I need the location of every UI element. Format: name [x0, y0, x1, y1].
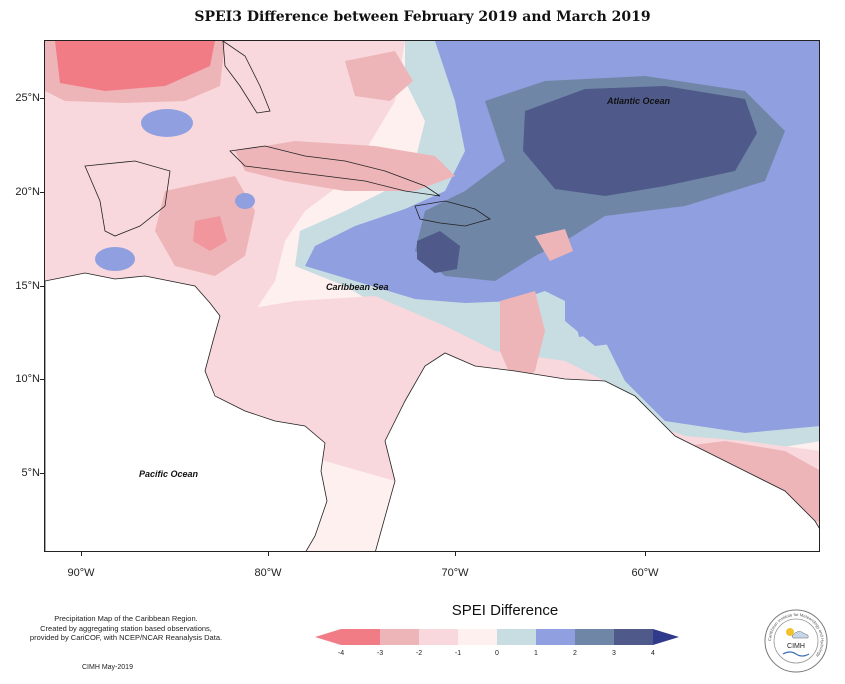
caribbean-sea-label: Caribbean Sea [326, 282, 389, 292]
spei-zone-3-4 [523, 86, 757, 196]
legend-title: SPEI Difference [451, 602, 559, 619]
lat-label-25: 25°N [15, 92, 40, 104]
pacific-ocean-label: Pacific Ocean [139, 469, 199, 479]
legend-tick-label: -3 [376, 650, 384, 657]
spei-zone-neg-islands [500, 291, 545, 386]
land-south-america [375, 352, 819, 551]
lat-tick-5 [40, 473, 44, 474]
legend-arrow-right [653, 629, 679, 645]
legend-colorbar [315, 629, 679, 645]
lat-tick-15 [40, 286, 44, 287]
credit-line-3: provided by CariCOF, with NCEP/NCAR Rean… [29, 633, 223, 642]
lat-label-20: 20°N [15, 186, 40, 198]
spei-zone-neg-cuba [235, 141, 455, 191]
map-title: SPEI3 Difference between February 2019 a… [194, 9, 651, 25]
spei-zone-pos-lesser [573, 303, 605, 337]
legend-tick-label: 0 [495, 650, 499, 657]
lat-tick-20 [40, 192, 44, 193]
map-credits: Precipitation Map of the Caribbean Regio… [6, 614, 246, 643]
cloud-icon [791, 631, 809, 639]
lat-tick-10 [40, 379, 44, 380]
lon-tick-90 [81, 552, 82, 556]
legend-swatch [419, 629, 458, 645]
lon-tick-70 [455, 552, 456, 556]
land-florida [222, 41, 271, 114]
spei-zone-neg-central-core [193, 216, 227, 251]
lon-label-70: 70°W [441, 567, 469, 579]
spei-spot-pacific-blue [141, 109, 193, 137]
credit-line-1: Precipitation Map of the Caribbean Regio… [54, 614, 198, 623]
land-cuba [229, 145, 441, 197]
legend-swatch [614, 629, 653, 645]
legend-swatch [536, 629, 575, 645]
lat-label-10: 10°N [15, 373, 40, 385]
legend-tick-label: 4 [651, 650, 655, 657]
spei-zone-neg-barbados [535, 229, 573, 261]
atlantic-ocean-label: Atlantic Ocean [606, 96, 671, 106]
legend-tick-label: -1 [454, 650, 462, 657]
spei-map: Atlantic Ocean Caribbean Sea Pacific Oce… [44, 40, 820, 552]
legend-tick-label: -2 [415, 650, 423, 657]
legend-swatch [341, 629, 380, 645]
lon-label-90: 90°W [67, 567, 95, 579]
legend-tick-label: 1 [534, 650, 538, 657]
spei-zone-neg-gulf-core [55, 41, 215, 91]
spei-zone-neg-bahamas [345, 51, 413, 101]
legend-tick-label: 2 [573, 650, 577, 657]
lat-tick-25 [40, 98, 44, 99]
legend-swatch [497, 629, 536, 645]
sun-icon [786, 628, 794, 636]
credit-line-2: Created by aggregating station based obs… [40, 623, 212, 633]
cimh-logo-icon: CIMH Caribbean Institute for Meteorology… [764, 609, 828, 673]
land-central-america [45, 272, 328, 551]
land-hispaniola [414, 200, 491, 227]
legend-arrow-left [315, 629, 341, 645]
logo-text: CIMH [787, 643, 805, 650]
legend-tick-label: 3 [612, 650, 616, 657]
lon-label-80: 80°W [254, 567, 282, 579]
credit-date: CIMH May-2019 [82, 664, 133, 671]
wave-icon [782, 651, 810, 657]
lat-label-5: 5°N [21, 467, 40, 479]
land-yucatan [84, 160, 171, 237]
lon-tick-80 [268, 552, 269, 556]
lon-label-60: 60°W [631, 567, 659, 579]
lat-label-15: 15°N [15, 280, 40, 292]
spei-map-canvas: Atlantic Ocean Caribbean Sea Pacific Oce… [45, 41, 819, 551]
lon-tick-60 [645, 552, 646, 556]
spei-zone-3-4-hispaniola [417, 231, 460, 273]
legend-tick-label: -4 [337, 650, 345, 657]
legend-swatch [380, 629, 419, 645]
spei-spot-cayman-blue [235, 193, 255, 209]
spei-spot-honduras-blue [95, 247, 135, 271]
legend-swatch [575, 629, 614, 645]
legend-swatch [458, 629, 497, 645]
